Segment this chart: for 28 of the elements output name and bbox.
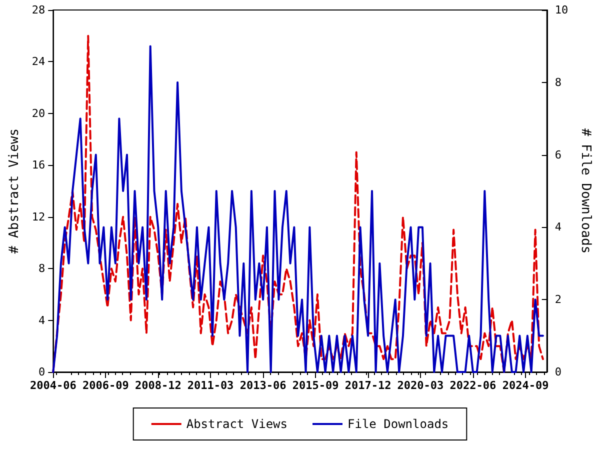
y-axis-title: # Abstract Views [7,128,22,254]
y2-tick-label: 6 [554,148,562,162]
legend-label: Abstract Views [186,417,288,431]
x-tick-label: 2022-06 [450,379,497,392]
x-tick-label: 2011-03 [187,379,234,392]
legend-label: File Downloads [348,417,449,431]
x-tick-label: 2004-06 [30,379,77,392]
y-tick-label: 8 [38,262,46,276]
y-tick-label: 24 [32,55,46,68]
y2-tick-label: 8 [554,76,562,89]
x-tick-label: 2017-12 [344,379,392,392]
y2-axis-title: # File Downloads [578,128,593,254]
y-tick-label: 0 [38,366,46,378]
y-tick-label: 4 [38,314,46,327]
y-tick-label: 16 [32,158,46,172]
x-tick-label: 2015-09 [292,379,339,392]
y-tick-label: 20 [32,106,46,120]
x-tick-label: 2013-06 [240,379,287,392]
y-tick-label: 28 [32,4,46,16]
x-tick-label: 2006-09 [82,379,129,392]
y2-tick-label: 4 [554,220,562,234]
y2-tick-label: 0 [554,366,562,378]
y2-tick-label: 10 [554,4,568,16]
y-tick-label: 12 [32,210,46,224]
x-tick-label: 2024-09 [502,379,549,392]
y2-tick-label: 2 [554,293,562,306]
x-tick-label: 2008-12 [134,379,182,392]
x-tick-label: 2020-03 [397,379,444,392]
